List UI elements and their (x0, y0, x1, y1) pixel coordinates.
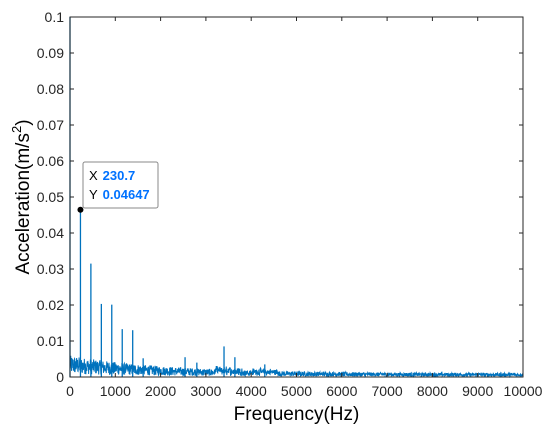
datatip-x-row: X 230.7 (89, 168, 135, 183)
datatip-y-row: Y 0.04647 (89, 187, 150, 202)
x-tick-label: 4000 (236, 383, 267, 399)
x-axis-title: Frequency(Hz) (234, 404, 360, 425)
x-tick-label: 3000 (190, 383, 221, 399)
y-tick-labels: 0 0.01 0.02 0.03 0.04 0.05 0.06 0.07 0.08 0.09 0.1 (37, 9, 64, 385)
axis-ticks (69, 16, 524, 378)
datatip-marker[interactable] (77, 206, 84, 213)
y-tick-label: 0.06 (37, 153, 64, 169)
datatip-x-label: X (89, 168, 98, 183)
x-tick-label: 1000 (100, 383, 131, 399)
datatip-box (82, 161, 159, 209)
y-tick-label: 0.09 (37, 45, 64, 61)
datatip[interactable]: X 230.7 Y 0.04647 (82, 161, 159, 209)
x-tick-label: 10000 (504, 383, 543, 399)
datatip-y-value: 0.04647 (103, 187, 150, 202)
x-tick-label: 9000 (462, 383, 493, 399)
y-axis-title-main: Acceleration(m/s (13, 133, 34, 275)
y-tick-label: 0.1 (45, 9, 65, 25)
y-tick-label: 0.01 (37, 333, 64, 349)
y-tick-label: 0 (56, 369, 64, 385)
y-tick-label: 0.04 (37, 225, 64, 241)
x-tick-label: 8000 (417, 383, 448, 399)
y-tick-label: 0.05 (37, 189, 64, 205)
datatip-y-label: Y (89, 187, 98, 202)
y-axis-title-superscript: 2 (9, 126, 24, 133)
y-tick-label: 0.08 (37, 81, 64, 97)
y-tick-label: 0.03 (37, 261, 64, 277)
x-tick-label: 7000 (372, 383, 403, 399)
x-tick-label: 6000 (326, 383, 357, 399)
datatip-x-value: 230.7 (103, 168, 136, 183)
x-tick-label: 0 (66, 383, 74, 399)
y-axis-title-close: ) (13, 119, 34, 125)
x-tick-label: 2000 (145, 383, 176, 399)
y-axis-title: Acceleration(m/s2) (9, 119, 34, 274)
y-tick-label: 0.07 (37, 117, 64, 133)
x-tick-label: 5000 (281, 383, 312, 399)
y-tick-label: 0.02 (37, 297, 64, 313)
x-tick-labels: 0 1000 2000 3000 4000 5000 6000 7000 8000 9000 100… (66, 383, 543, 399)
